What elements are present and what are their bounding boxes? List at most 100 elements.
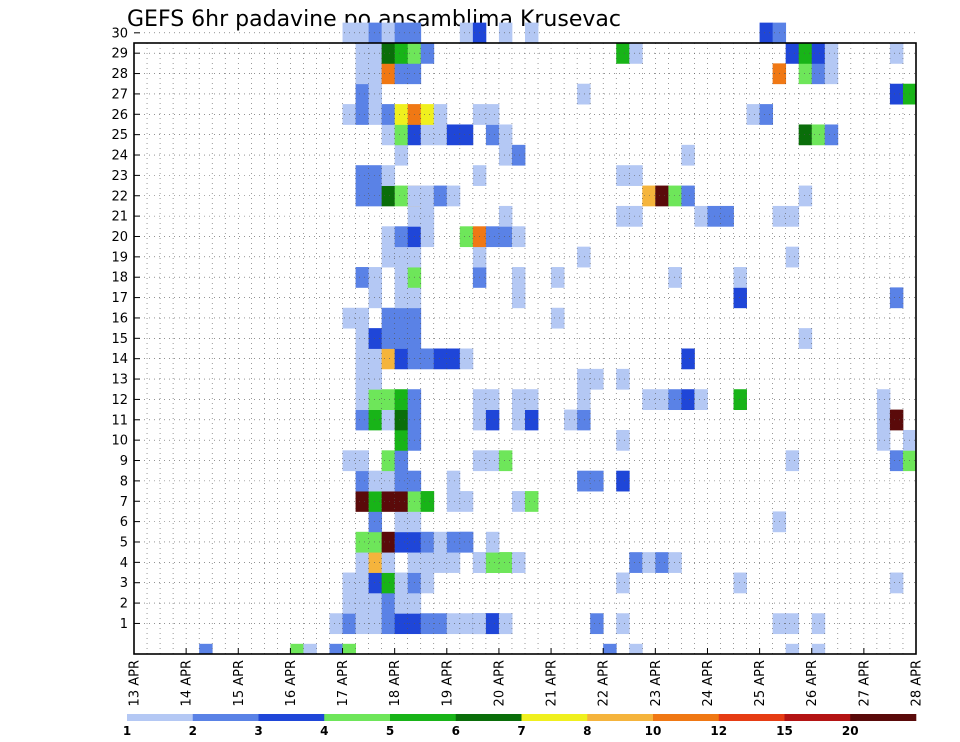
- x-tick-label: 14 APR: [180, 660, 195, 706]
- heatmap-cell: [498, 613, 513, 635]
- heatmap-cell: [511, 552, 526, 573]
- heatmap-cell: [420, 491, 435, 512]
- heatmap-cell: [420, 226, 435, 248]
- heatmap-cell: [551, 267, 565, 288]
- heatmap-cell: [446, 185, 461, 207]
- heatmap-cell: [459, 22, 474, 44]
- heatmap-cell: [368, 572, 383, 594]
- heatmap-cell: [394, 22, 409, 44]
- heatmap-cell: [798, 185, 813, 207]
- heatmap-cell: [785, 43, 800, 64]
- heatmap-cell: [355, 531, 369, 553]
- heatmap-cell: [446, 348, 461, 370]
- heatmap-cell: [355, 592, 369, 614]
- legend-label: 7: [517, 724, 525, 738]
- heatmap-cell: [420, 43, 435, 64]
- heatmap-cell: [394, 470, 409, 492]
- heatmap-cell: [655, 185, 669, 207]
- heatmap-cell: [394, 491, 409, 512]
- heatmap-cell: [551, 307, 565, 329]
- heatmap-cell: [485, 104, 500, 125]
- heatmap-cell: [616, 470, 630, 492]
- y-tick-label: 1: [120, 617, 128, 632]
- legend-label: 6: [452, 724, 460, 738]
- legend-swatch: [587, 714, 654, 721]
- heatmap-cell: [394, 124, 409, 146]
- y-tick-label: 16: [111, 311, 128, 326]
- heatmap-cell: [446, 552, 461, 573]
- heatmap-cell: [381, 470, 396, 492]
- heatmap-cell: [459, 491, 474, 512]
- heatmap-cell: [876, 429, 891, 451]
- heatmap-cell: [394, 613, 409, 635]
- legend-swatch: [127, 714, 194, 721]
- heatmap-cell: [355, 348, 369, 370]
- heatmap-cell: [381, 328, 396, 349]
- heatmap-cell: [368, 491, 383, 512]
- heatmap-cell: [733, 287, 747, 309]
- heatmap-cell: [485, 389, 500, 410]
- x-tick-label: 15 APR: [232, 660, 247, 706]
- heatmap-cell: [420, 124, 435, 146]
- heatmap-cell: [629, 643, 643, 654]
- cells-layer: [199, 22, 917, 654]
- heatmap-cell: [668, 389, 682, 410]
- heatmap-cell: [381, 572, 396, 594]
- heatmap-cell: [498, 226, 513, 248]
- heatmap-cell: [759, 22, 774, 44]
- heatmap-cell: [746, 104, 760, 125]
- heatmap-cell: [355, 22, 369, 44]
- x-tick-label: 25 APR: [753, 660, 768, 706]
- heatmap-cell: [889, 450, 904, 472]
- legend-swatch: [192, 714, 259, 721]
- heatmap-cell: [433, 531, 448, 553]
- heatmap-cell: [368, 83, 383, 105]
- heatmap-cell: [811, 643, 826, 654]
- heatmap-cell: [629, 165, 643, 186]
- y-tick-label: 6: [120, 515, 128, 530]
- heatmap-cell: [420, 205, 435, 227]
- color-legend: 1 2 3 4 5 6 7 8 10 12 15 20: [123, 714, 917, 738]
- heatmap-cell: [394, 267, 409, 288]
- y-tick-label: 10: [111, 434, 128, 449]
- heatmap-cell: [355, 389, 369, 410]
- heatmap-cell: [889, 43, 904, 64]
- heatmap-cell: [511, 409, 526, 431]
- heatmap-cell: [616, 205, 630, 227]
- x-tick-label: 19 APR: [440, 660, 455, 706]
- heatmap-cell: [511, 144, 526, 166]
- y-tick-label: 23: [111, 169, 128, 184]
- heatmap-cell: [394, 531, 409, 553]
- x-tick-label: 17 APR: [336, 660, 351, 706]
- heatmap-cell: [368, 104, 383, 125]
- heatmap-cell: [733, 267, 747, 288]
- heatmap-cell: [759, 104, 774, 125]
- heatmap-cell: [811, 43, 826, 64]
- legend-swatch: [455, 714, 522, 721]
- plot-frame: [133, 42, 917, 655]
- heatmap-cell: [381, 552, 396, 573]
- heatmap-cell: [394, 572, 409, 594]
- heatmap-cell: [394, 429, 409, 451]
- legend-swatch: [784, 714, 851, 721]
- heatmap-cell: [655, 552, 669, 573]
- heatmap-cell: [590, 368, 604, 390]
- heatmap-cell: [824, 124, 839, 146]
- heatmap-cell: [446, 470, 461, 492]
- heatmap-cell: [720, 205, 734, 227]
- heatmap-cell: [381, 63, 396, 85]
- heatmap-cell: [577, 83, 591, 105]
- y-tick-label: 11: [111, 413, 128, 428]
- heatmap-cell: [785, 246, 800, 268]
- heatmap-cell: [355, 491, 369, 512]
- heatmap-cell: [694, 205, 708, 227]
- heatmap-cell: [785, 613, 800, 635]
- y-tick-label: 22: [111, 189, 128, 204]
- axis-layer: 1234567891011121314151617181920212223242…: [111, 26, 924, 706]
- heatmap-cell: [798, 43, 813, 64]
- heatmap-cell: [381, 491, 396, 512]
- heatmap-cell: [433, 348, 448, 370]
- heatmap-cell: [811, 63, 826, 85]
- heatmap-cell: [798, 63, 813, 85]
- heatmap-cell: [381, 226, 396, 248]
